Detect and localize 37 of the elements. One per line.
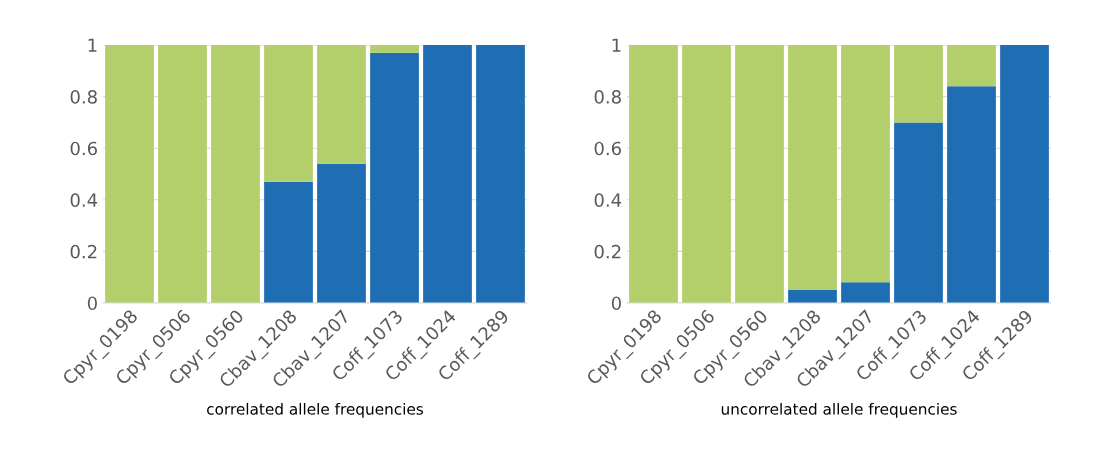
bar xyxy=(788,45,837,291)
y-tick-label: 0.4 xyxy=(70,193,98,207)
y-tick-label: 0 xyxy=(87,296,97,311)
x-axis-title: uncorrelated allele frequencies xyxy=(721,402,957,418)
bar xyxy=(841,282,890,303)
bar xyxy=(1000,45,1049,303)
bar xyxy=(264,181,313,303)
y-tick-label: 0.4 xyxy=(594,193,622,207)
y-tick-label: 0.6 xyxy=(594,141,621,156)
bar xyxy=(317,163,366,303)
bar xyxy=(947,45,996,87)
y-tick-label: 0.6 xyxy=(70,141,97,156)
bar xyxy=(317,45,366,164)
bar xyxy=(735,45,784,303)
bar xyxy=(947,86,996,303)
bar xyxy=(894,45,943,123)
bar xyxy=(370,45,419,53)
bar xyxy=(158,45,207,303)
bar xyxy=(629,45,678,303)
bar xyxy=(370,52,419,303)
x-axis-title: correlated allele frequencies xyxy=(207,402,424,418)
bar xyxy=(841,45,890,283)
bar xyxy=(682,45,731,303)
bar xyxy=(894,122,943,303)
y-tick-label: 0.8 xyxy=(70,90,97,104)
bar xyxy=(476,45,525,303)
y-tick-label: 1 xyxy=(612,38,621,52)
y-tick-label: 1 xyxy=(88,38,97,52)
y-tick-label: 0.2 xyxy=(70,244,97,259)
y-tick-label: 0.2 xyxy=(594,244,621,259)
bar xyxy=(211,45,260,303)
bar xyxy=(423,45,472,303)
y-tick-label: 0.8 xyxy=(594,90,621,104)
bar xyxy=(105,45,154,303)
bar xyxy=(788,290,837,303)
y-tick-label: 0 xyxy=(611,296,621,311)
bar xyxy=(264,45,313,182)
